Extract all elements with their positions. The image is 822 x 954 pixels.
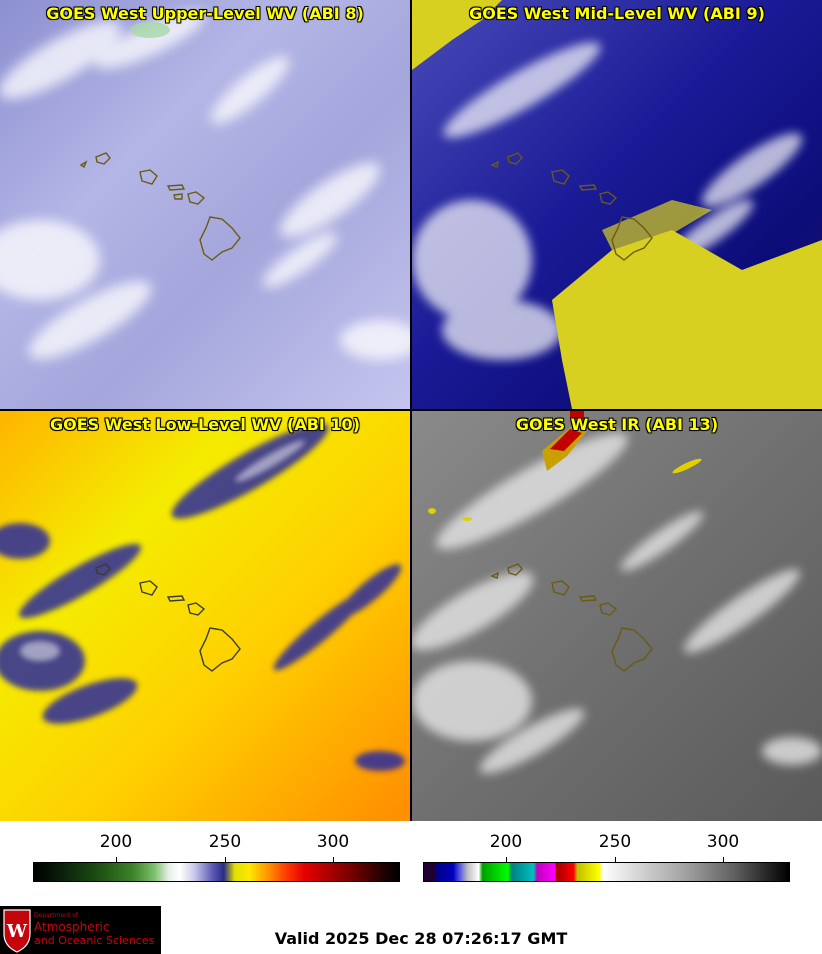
svg-text:W: W xyxy=(6,921,28,942)
low-level-wv-image xyxy=(0,411,410,821)
right-tick xyxy=(506,857,507,862)
colorbar-area: 200 250 300 200 250 300 xyxy=(0,822,822,892)
left-tick xyxy=(116,857,117,862)
valid-time: Valid 2025 Dec 28 07:26:17 GMT xyxy=(274,929,568,948)
logo-line-2: Atmospheric xyxy=(34,920,110,934)
aos-logo: W Department of Atmospheric and Oceanic … xyxy=(0,906,161,954)
right-tick-label: 250 xyxy=(598,832,632,852)
mid-level-wv-panel: GOES West Mid-Level WV (ABI 9) xyxy=(412,0,822,409)
horizontal-divider xyxy=(0,409,822,411)
right-tick xyxy=(615,857,616,862)
right-tick-label: 200 xyxy=(489,832,523,852)
left-tick-label: 200 xyxy=(99,832,133,852)
panel-title: GOES West IR (ABI 13) xyxy=(515,415,719,434)
left-tick xyxy=(333,857,334,862)
left-tick-label: 250 xyxy=(208,832,242,852)
logo-line-3: and Oceanic Sciences xyxy=(34,934,155,947)
upper-level-wv-panel: GOES West Upper-Level WV (ABI 8) xyxy=(0,0,410,409)
logo-line-1: Department of xyxy=(34,912,78,919)
panel-title: GOES West Mid-Level WV (ABI 9) xyxy=(469,4,765,23)
left-tick-label: 300 xyxy=(316,832,350,852)
ir-panel: GOES West IR (ABI 13) xyxy=(412,411,822,821)
low-level-wv-panel: GOES West Low-Level WV (ABI 10) xyxy=(0,411,410,821)
left-colorbar xyxy=(33,862,400,882)
upper-level-wv-image xyxy=(0,0,410,409)
panel-title: GOES West Low-Level WV (ABI 10) xyxy=(49,415,360,434)
mid-level-wv-image xyxy=(412,0,822,409)
uw-crest-icon: W xyxy=(3,909,31,953)
right-colorbar xyxy=(423,862,790,882)
right-tick-label: 300 xyxy=(706,832,740,852)
left-tick xyxy=(225,857,226,862)
right-tick xyxy=(723,857,724,862)
panel-title: GOES West Upper-Level WV (ABI 8) xyxy=(46,4,364,23)
ir-image xyxy=(412,411,822,821)
